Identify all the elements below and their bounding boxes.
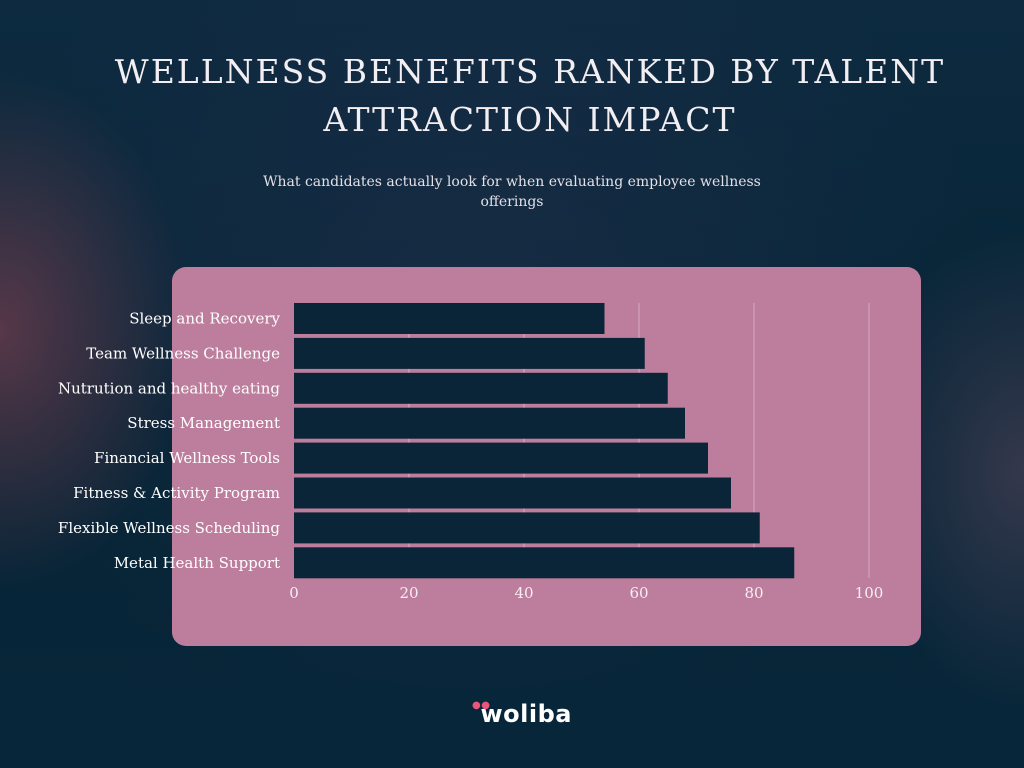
category-label: Metal Health Support bbox=[114, 554, 280, 572]
bar bbox=[294, 372, 668, 404]
x-tick-label: 0 bbox=[289, 584, 299, 602]
category-label-layer: Sleep and Recovery Team Wellness Challeng… bbox=[58, 310, 281, 572]
category-label: Financial Wellness Tools bbox=[94, 449, 280, 467]
category-label: Sleep and Recovery bbox=[129, 310, 280, 328]
bar bbox=[294, 442, 708, 474]
woliba-logo: ●●woliba bbox=[462, 700, 582, 728]
category-label: Flexible Wellness Scheduling bbox=[58, 519, 280, 537]
bar bbox=[294, 512, 760, 544]
category-label: Fitness & Activity Program bbox=[73, 484, 280, 502]
category-label: Team Wellness Challenge bbox=[86, 344, 280, 362]
page-subtitle: What candidates actually look for when e… bbox=[263, 174, 761, 210]
logo-text: woliba bbox=[480, 700, 572, 728]
bar-layer bbox=[294, 303, 795, 579]
bar bbox=[294, 547, 795, 579]
category-label: Stress Management bbox=[127, 414, 280, 432]
logo-dots-icon: ●● bbox=[472, 700, 491, 711]
page-title: WELLNESS BENEFITS RANKED BY TALENT ATTRA… bbox=[114, 52, 946, 139]
tick-label-layer: 0 20 40 60 80 100 bbox=[289, 584, 883, 602]
x-tick-label: 20 bbox=[399, 584, 418, 602]
x-tick-label: 40 bbox=[514, 584, 533, 602]
x-tick-label: 100 bbox=[855, 584, 884, 602]
x-tick-label: 80 bbox=[744, 584, 763, 602]
x-tick-label: 60 bbox=[629, 584, 648, 602]
bar bbox=[294, 477, 731, 509]
bar bbox=[294, 303, 605, 334]
category-label: Nutrution and healthy eating bbox=[58, 379, 280, 397]
bar bbox=[294, 407, 685, 439]
bar bbox=[294, 337, 645, 369]
